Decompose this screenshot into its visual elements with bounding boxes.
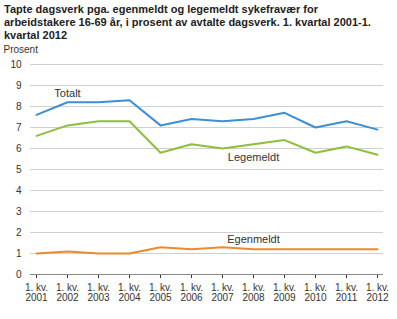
svg-text:1. kv.2009: 1. kv.2009 (273, 282, 296, 303)
svg-text:Totalt: Totalt (54, 87, 80, 99)
svg-text:Legemeldt: Legemeldt (228, 151, 279, 163)
svg-text:1. kv.2005: 1. kv.2005 (149, 282, 172, 303)
svg-text:1. kv.2002: 1. kv.2002 (56, 282, 79, 303)
svg-text:1. kv.2004: 1. kv.2004 (118, 282, 141, 303)
html-text:Tapte dagsverk pga. egenmeldt: Tapte dagsverk pga. egenmeldt og legemel… (4, 3, 371, 41)
svg-text:1: 1 (16, 248, 22, 259)
svg-text:7: 7 (16, 122, 22, 133)
svg-text:6: 6 (16, 143, 22, 154)
svg-text:4: 4 (16, 185, 22, 196)
svg-text:1. kv.2012: 1. kv.2012 (366, 282, 389, 303)
svg-text:0: 0 (16, 269, 22, 280)
svg-text:1. kv.2003: 1. kv.2003 (87, 282, 110, 303)
svg-text:1. kv.2010: 1. kv.2010 (304, 282, 327, 303)
svg-text:8: 8 (16, 101, 22, 112)
svg-text:1. kv.2006: 1. kv.2006 (180, 282, 203, 303)
svg-text:Prosent: Prosent (4, 44, 39, 55)
svg-text:9: 9 (16, 80, 22, 91)
svg-text:1. kv.2008: 1. kv.2008 (242, 282, 265, 303)
svg-text:10: 10 (10, 59, 22, 70)
svg-text:5: 5 (16, 164, 22, 175)
svg-text:1. kv.2007: 1. kv.2007 (211, 282, 234, 303)
svg-text:3: 3 (16, 206, 22, 217)
svg-text:1. kv.2011: 1. kv.2011 (335, 282, 358, 303)
svg-text:2: 2 (16, 227, 22, 238)
svg-text:Egenmeldt: Egenmeldt (227, 233, 280, 245)
svg-text:1. kv.2001: 1. kv.2001 (25, 282, 48, 303)
